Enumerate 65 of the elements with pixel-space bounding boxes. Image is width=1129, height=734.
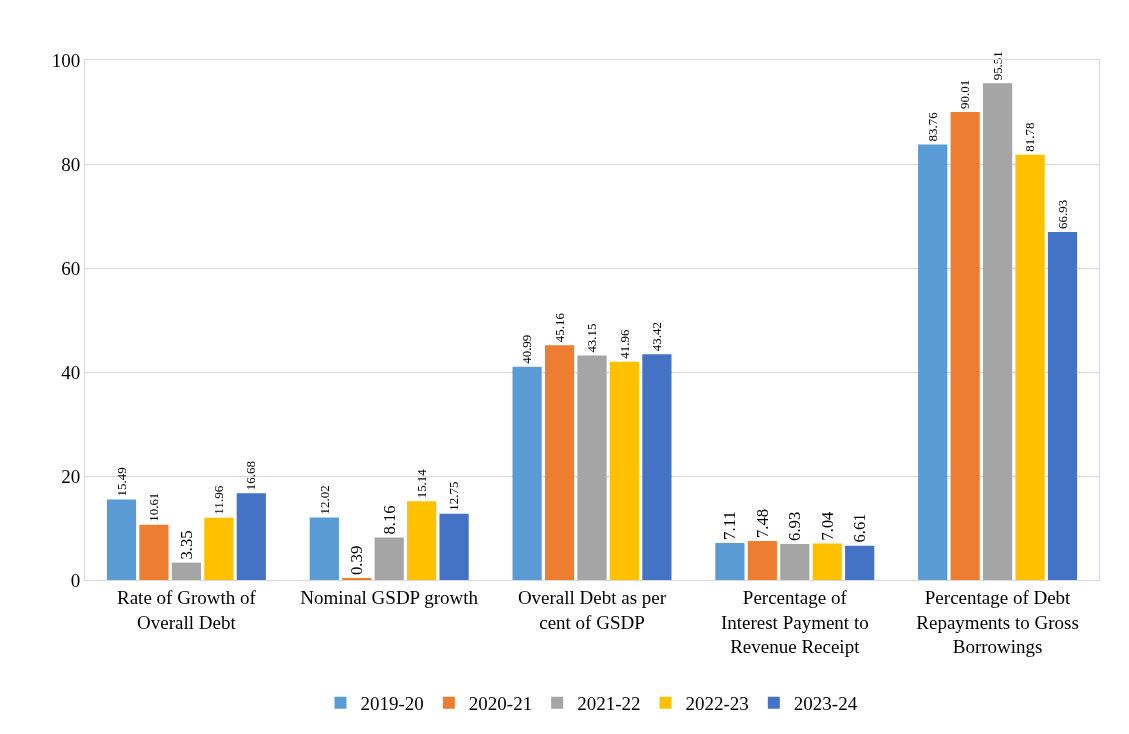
bar [609,361,640,580]
bar [439,513,469,580]
x-tick-label: Rate of Growth of Overall Debt [117,586,257,633]
data-label: 15.49 [113,467,129,497]
bar [236,493,266,580]
legend-label: 2023-24 [793,693,858,715]
data-label: 43.42 [649,322,665,352]
data-label: 7.04 [817,511,837,541]
data-label: 40.99 [519,334,535,364]
bar [544,345,575,580]
data-label: 41.96 [616,329,632,359]
y-tick-label: 60 [61,257,81,279]
bar [780,543,810,580]
legend-label: 2022-23 [685,693,749,715]
bar [1015,154,1045,580]
data-label: 3.35 [176,530,196,560]
y-tick-label: 100 [51,49,81,71]
y-tick-label: 0 [70,569,81,591]
bar [342,577,372,580]
data-label: 81.78 [1022,122,1038,152]
data-label: 43.15 [584,323,600,353]
data-label: 6.93 [785,511,805,541]
y-tick-label: 80 [61,153,81,175]
y-tick-label: 40 [61,361,81,383]
bar [983,83,1013,580]
bar [171,562,201,580]
data-label: 7.11 [720,510,740,541]
bar [139,524,169,580]
bar [204,517,234,580]
legend-label: 2020-21 [468,693,533,715]
bar [1047,231,1078,580]
bar [512,366,542,580]
data-label: 6.61 [850,513,870,543]
bar [374,537,404,580]
bar [918,144,948,580]
data-label: 7.48 [752,508,772,539]
bar [577,355,607,580]
data-label: 15.14 [414,468,429,499]
data-label: 45.16 [551,312,567,343]
bar [106,499,137,580]
bar [407,501,437,580]
data-label: 12.02 [316,485,332,515]
x-tick-label: Overall Debt as per cent of GSDP [517,586,667,633]
data-label: 12.75 [446,481,462,511]
x-tick-label: Percentage of Debt Repayments to Gross Borrowings [916,586,1079,658]
x-tick-label: Percentage of Interest Payment to Revenue Receipt [720,586,869,658]
data-label: 66.93 [1054,199,1070,229]
bar [309,517,339,580]
data-label: 16.68 [243,461,259,491]
bar [715,543,745,580]
bar [812,543,842,580]
x-tick-label: Nominal GSDP growth [300,586,479,608]
bar [747,541,777,580]
bar [950,111,980,580]
legend-label: 2021-22 [577,693,641,715]
bar [642,354,672,580]
data-label: 83.76 [924,111,940,142]
data-label: 90.01 [957,79,973,109]
y-tick-label: 20 [61,465,81,487]
data-label: 10.61 [146,492,162,522]
legend-label: 2019-20 [360,693,424,715]
bar [845,545,875,580]
data-label: 8.16 [379,505,399,535]
data-label: 11.96 [211,485,227,515]
data-label: 0.39 [347,545,367,575]
